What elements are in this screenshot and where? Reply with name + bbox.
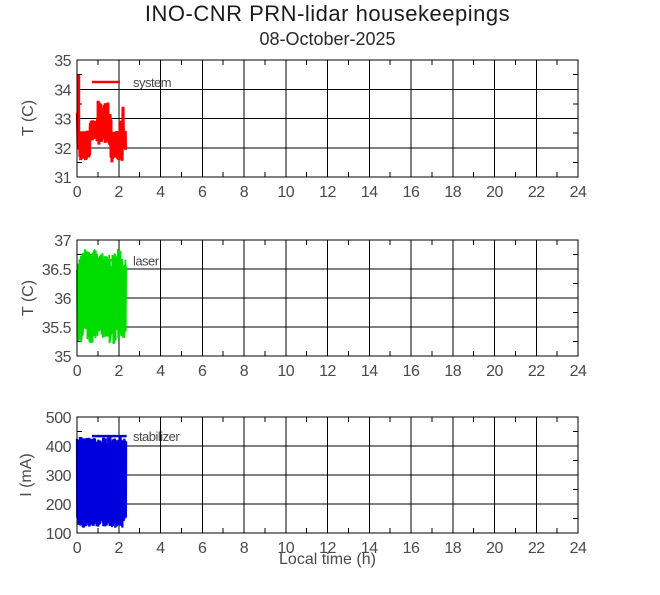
x-tick-label: 16 <box>403 540 420 557</box>
y-tick-label: 35 <box>54 53 71 70</box>
x-tick-label: 24 <box>570 540 587 557</box>
x-tick-label: 20 <box>486 540 503 557</box>
x-tick-label: 0 <box>73 540 82 557</box>
legend-label-system: system <box>133 75 171 90</box>
x-tick-label: 8 <box>240 184 249 201</box>
y-tick-label: 500 <box>46 410 72 427</box>
x-tick-label: 24 <box>570 184 587 201</box>
plot-frame <box>76 239 579 357</box>
x-tick-label: 22 <box>528 363 545 380</box>
x-tick-label: 10 <box>277 540 294 557</box>
laser-series <box>76 248 127 345</box>
x-tick-label: 8 <box>240 540 249 557</box>
x-tick-label: 12 <box>319 184 336 201</box>
x-tick-label: 18 <box>444 363 461 380</box>
plot-frame <box>76 59 579 178</box>
x-tick-label: 6 <box>198 540 207 557</box>
figure-subtitle: 08-October-2025 <box>259 29 396 49</box>
y-tick-label: 35 <box>54 349 71 366</box>
y-tick-label: 36.5 <box>42 262 72 279</box>
x-tick-label: 20 <box>486 363 503 380</box>
stabilizer-series <box>75 436 128 528</box>
x-tick-label: 0 <box>73 363 82 380</box>
x-tick-label: 14 <box>361 363 378 380</box>
x-tick-label: 10 <box>277 184 294 201</box>
x-tick-label: 4 <box>156 363 165 380</box>
x-tick-label: 2 <box>115 184 124 201</box>
x-axis-title: Local time (h) <box>279 551 376 568</box>
x-tick-label: 4 <box>156 184 165 201</box>
plot-frame <box>76 416 579 534</box>
system-series <box>75 74 128 163</box>
x-tick-label: 22 <box>528 184 545 201</box>
figure-title: INO-CNR PRN-lidar housekeepings <box>144 1 511 26</box>
x-tick-label: 6 <box>198 184 207 201</box>
x-tick-label: 4 <box>156 540 165 557</box>
x-tick-label: 2 <box>115 363 124 380</box>
x-tick-label: 0 <box>73 184 82 201</box>
x-tick-label: 2 <box>115 540 124 557</box>
legend-label-stabilizer: stabilizer <box>133 429 180 444</box>
x-tick-label: 12 <box>319 363 336 380</box>
x-tick-label: 20 <box>486 184 503 201</box>
x-tick-label: 6 <box>198 363 207 380</box>
legend-label-laser: laser <box>133 253 160 268</box>
y-tick-label: 300 <box>46 468 72 485</box>
x-tick-label: 14 <box>361 540 378 557</box>
y-tick-label: 32 <box>54 141 71 158</box>
x-tick-label: 16 <box>403 363 420 380</box>
x-tick-label: 22 <box>528 540 545 557</box>
x-tick-label: 10 <box>277 363 294 380</box>
x-tick-label: 24 <box>570 363 587 380</box>
y-tick-label: 34 <box>54 82 71 99</box>
y-tick-label: 36 <box>54 291 71 308</box>
x-tick-label: 18 <box>444 184 461 201</box>
y-tick-label: 200 <box>46 497 72 514</box>
x-tick-label: 16 <box>403 184 420 201</box>
y-tick-label: 35.5 <box>42 320 72 337</box>
y-tick-label: 37 <box>54 233 71 250</box>
x-tick-label: 8 <box>240 363 249 380</box>
x-tick-label: 18 <box>444 540 461 557</box>
y-tick-label: 33 <box>54 112 71 129</box>
y-tick-label: 400 <box>46 439 72 456</box>
y-tick-label: 31 <box>54 170 71 187</box>
y-tick-label: 100 <box>46 526 72 543</box>
x-tick-label: 14 <box>361 184 378 201</box>
x-tick-label: 12 <box>319 540 336 557</box>
